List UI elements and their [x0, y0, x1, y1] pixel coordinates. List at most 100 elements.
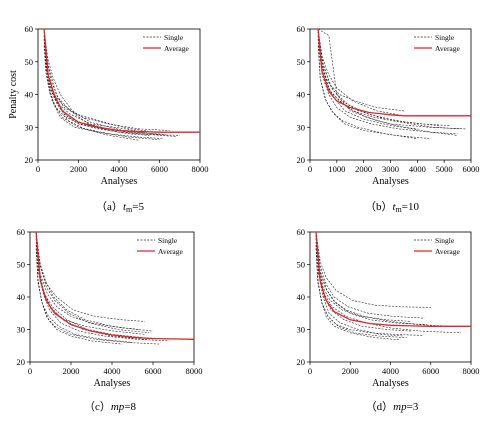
x-tick-label: 2000 [70, 164, 87, 174]
x-tick-label: 4000 [382, 366, 399, 376]
x-tick-label: 2000 [355, 164, 372, 174]
caption-subscript: m [396, 205, 403, 214]
average-line [43, 29, 200, 133]
y-tick-label: 60 [17, 227, 26, 237]
caption-prefix: （d） [366, 400, 394, 413]
y-tick-label: 30 [297, 122, 306, 132]
y-tick-label: 60 [297, 24, 306, 34]
x-axis-label: Analyses [372, 176, 409, 187]
single-run-line-2 [315, 235, 461, 334]
single-run-line-4 [43, 38, 160, 140]
caption-variable: t [392, 201, 396, 213]
single-run-line-2 [43, 29, 176, 137]
average-line [315, 232, 471, 327]
single-run-line-5 [35, 238, 154, 332]
single-runs [315, 232, 461, 341]
caption-variable: mp [111, 401, 125, 413]
single-run-line-4 [317, 32, 404, 112]
x-tick-label: 6000 [145, 366, 162, 376]
x-tick-label: 2000 [63, 366, 80, 376]
legend-single-label: Single [435, 236, 455, 245]
single-run-line-6 [317, 38, 458, 135]
single-run-line-7 [35, 232, 139, 330]
single-run-line-8 [35, 235, 170, 342]
single-runs [43, 29, 180, 141]
x-tick-label: 3000 [382, 164, 399, 174]
caption-subscript: m [126, 205, 133, 214]
x-tick-label: 6000 [422, 366, 439, 376]
single-run-line-8 [315, 235, 403, 337]
single-run-line-7 [317, 29, 439, 126]
single-run-line-1 [43, 29, 180, 136]
y-tick-label: 30 [297, 325, 306, 335]
x-tick-label: 0 [28, 366, 32, 376]
single-run-line-1 [317, 29, 458, 136]
y-tick-label: 20 [297, 357, 306, 367]
single-run-line-9 [35, 244, 123, 345]
y-tick-label: 40 [297, 292, 306, 302]
single-run-line-11 [315, 238, 411, 332]
single-run-line-4 [315, 232, 411, 322]
y-tick-label: 20 [17, 357, 26, 367]
caption-variable: mp [393, 401, 407, 413]
y-tick-label: 50 [25, 57, 34, 67]
single-run-line-7 [43, 45, 140, 141]
average-line [317, 29, 471, 117]
single-run-line-11 [43, 38, 148, 132]
y-tick-label: 50 [17, 260, 26, 270]
single-run-line-6 [43, 29, 150, 136]
panel-a: 0 2000 4000 6000 8000 20 30 40 50 60 Analyses Penal… [8, 24, 209, 214]
y-tick-label: 20 [297, 155, 306, 165]
y-tick-label: 20 [25, 155, 34, 165]
single-run-line-10 [35, 232, 149, 334]
caption-prefix: （b） [365, 200, 393, 213]
x-tick-label: 2000 [342, 366, 359, 376]
y-tick-label: 40 [17, 292, 26, 302]
single-run-line-5 [43, 32, 170, 131]
x-tick-label: 8000 [463, 366, 480, 376]
panel-c: 0 2000 4000 6000 8000 20 30 40 50 60 Analyses Singl… [17, 227, 203, 413]
x-axis-label: Analyses [94, 378, 131, 389]
panel-d: 0 2000 4000 6000 8000 20 30 40 50 60 Analyses Singl… [297, 227, 480, 413]
legend-average-label: Average [158, 247, 184, 256]
legend: Single Average [414, 236, 461, 256]
average-line [35, 232, 194, 340]
y-tick-label: 60 [297, 227, 306, 237]
y-tick-label: 50 [297, 260, 306, 270]
y-tick-label: 30 [25, 122, 34, 132]
caption-value: =5 [132, 201, 144, 213]
x-tick-label: 0 [308, 164, 312, 174]
single-run-line-8 [43, 29, 160, 135]
legend-average-label: Average [435, 44, 461, 53]
single-runs [317, 29, 466, 139]
caption-value: =10 [402, 201, 420, 213]
legend: Single Average [137, 236, 184, 256]
panel-caption: （c）mp=8 [84, 400, 137, 413]
x-tick-label: 8000 [192, 164, 209, 174]
x-tick-label: 8000 [186, 366, 203, 376]
x-tick-label: 0 [308, 366, 312, 376]
single-run-line-9 [315, 244, 423, 336]
single-run-line-3 [43, 35, 164, 139]
single-run-line-3 [315, 241, 401, 341]
single-run-line-2 [317, 29, 466, 130]
caption-value: =8 [124, 401, 136, 413]
single-run-line-5 [315, 238, 427, 325]
single-run-line-9 [43, 35, 136, 131]
panel-caption: （d）mp=3 [366, 400, 419, 413]
y-tick-label: 60 [25, 24, 34, 34]
single-run-line-9 [317, 29, 404, 117]
caption-value: =3 [407, 401, 419, 413]
single-run-line-1 [35, 232, 145, 322]
legend: Single Average [143, 33, 190, 53]
x-tick-label: 4000 [111, 164, 128, 174]
legend-single-label: Single [435, 33, 455, 42]
single-run-line-10 [315, 232, 425, 319]
panel-caption: （a）tm=5 [96, 200, 144, 214]
x-axis-label: Analyses [372, 378, 409, 389]
single-run-line-11 [35, 238, 145, 335]
panel-b: 0 1000 2000 3000 4000 5000 6000 20 30 40 50 60 Analy… [297, 24, 480, 214]
panel-caption: （b）tm=10 [365, 200, 420, 214]
x-tick-label: 5000 [436, 164, 453, 174]
